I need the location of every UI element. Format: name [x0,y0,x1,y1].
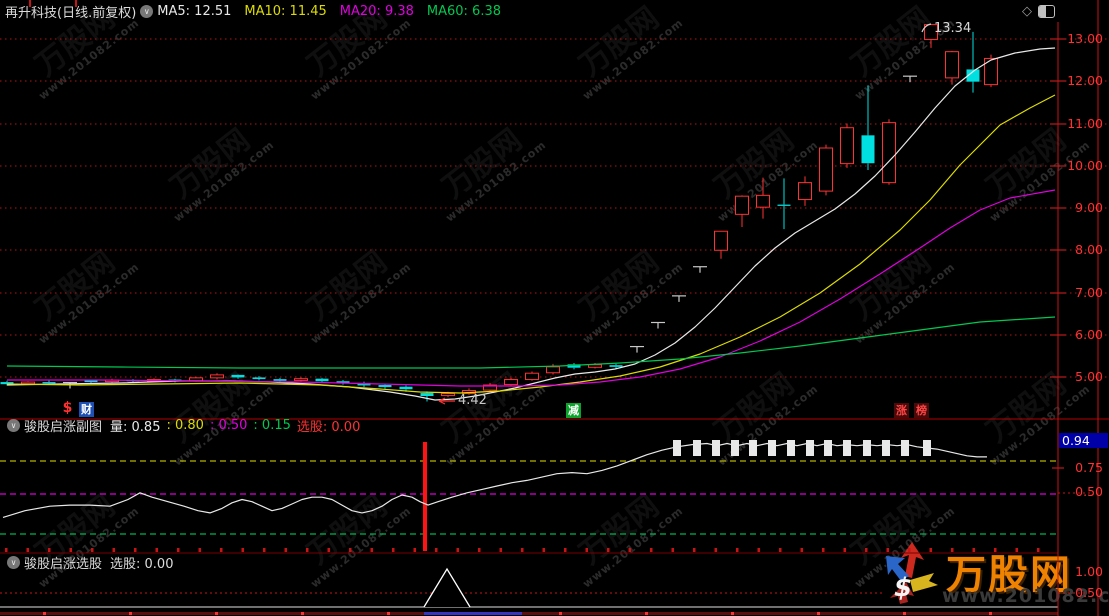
ma20-value: MA20: 9.38 [339,3,414,19]
logo-arrows-icon: $ [886,542,938,604]
sub1-param-select: 选股: 0.00 [296,420,361,435]
finance-badge-icon[interactable]: 财 [79,402,94,417]
sub1-param-3: : 0.50 [209,418,248,433]
price-axis-label: 9.00 [1075,200,1103,215]
price-axis-label: 11.00 [1067,116,1103,131]
chevron-down-icon[interactable]: ∨ [140,4,154,18]
sub1-param-4: : 0.15 [253,418,291,433]
sub2-param-select: 选股: 0.00 [110,557,174,572]
left-arrow-icon [438,396,455,405]
price-axis-label: 10.00 [1067,158,1103,173]
money-flag-icon[interactable]: $ [62,400,73,416]
chevron-down-icon[interactable]: ∨ [7,556,20,569]
sub-axis-label: 1.00 [1075,564,1103,579]
svg-text:$: $ [894,573,912,603]
indicator-panel-header: ∨ 骏股启涨副图 量: 0.85 : 0.80 : 0.50 : 0.15 选股… [3,418,366,435]
price-axis-label: 7.00 [1075,285,1103,300]
price-axis-label: 13.00 [1067,31,1103,46]
title-bar: 再升科技(日线.前复权) ∨ MA5: 12.51 MA10: 11.45 MA… [0,0,1109,22]
ma5-value: MA5: 12.51 [157,3,232,19]
low-price-annotation: 4.42 [436,393,487,408]
sub2-indicator-name[interactable]: 骏股启涨选股 [24,557,103,572]
site-logo[interactable]: $ 万股网 www.201082.com [878,540,1109,612]
current-value-box: 0.94 [1059,433,1108,448]
sub-axis-label: 0.50 [1075,585,1103,600]
sub-axis-label: 0.75 [1075,460,1103,475]
ma60-value: MA60: 6.38 [426,3,501,19]
reduce-badge-icon[interactable]: 减 [566,403,581,418]
price-axis-label: 6.00 [1075,327,1103,342]
price-axis-label: 8.00 [1075,242,1103,257]
chevron-down-icon[interactable]: ∨ [7,419,20,432]
sub1-param-volume: 量: 0.85 [110,420,161,435]
logo-url-text: www.201082.com [942,585,1109,607]
price-axis-label: 5.00 [1075,369,1103,384]
sub1-indicator-name[interactable]: 骏股启涨副图 [24,420,103,435]
rank-badge-icon[interactable]: 榜 [914,403,929,418]
diamond-tool-icon[interactable]: ◇ [1022,4,1032,19]
pointer-hook-icon [921,23,932,33]
selector-panel-header: ∨ 骏股启涨选股 选股: 0.00 [3,555,179,572]
sub1-param-2: : 0.80 [166,418,204,433]
split-panel-icon[interactable] [1038,5,1055,18]
high-price-annotation: 13.34 [921,21,971,36]
logo-brand-text: 万股网 [946,552,1072,598]
ma10-value: MA10: 11.45 [244,3,327,19]
sub-axis-label: 0.50 [1075,484,1103,499]
rise-badge-icon[interactable]: 涨 [894,403,909,418]
price-axis-label: 12.00 [1067,73,1103,88]
stock-title: 再升科技(日线.前复权) [5,5,137,21]
